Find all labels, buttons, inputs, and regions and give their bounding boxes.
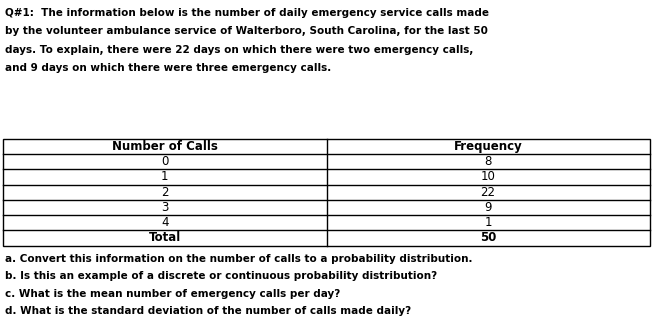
- Text: Q#1:  The information below is the number of daily emergency service calls made: Q#1: The information below is the number…: [5, 8, 489, 18]
- Text: 2: 2: [161, 186, 168, 199]
- Text: 0: 0: [161, 155, 168, 168]
- Text: 8: 8: [485, 155, 492, 168]
- Text: b. Is this an example of a discrete or continuous probability distribution?: b. Is this an example of a discrete or c…: [5, 271, 438, 281]
- Text: Frequency: Frequency: [454, 140, 522, 153]
- Text: c. What is the mean number of emergency calls per day?: c. What is the mean number of emergency …: [5, 289, 340, 299]
- Text: 3: 3: [161, 201, 168, 214]
- Text: d. What is the standard deviation of the number of calls made daily?: d. What is the standard deviation of the…: [5, 306, 411, 316]
- Text: 22: 22: [481, 186, 496, 199]
- Text: 4: 4: [161, 216, 168, 229]
- Text: 9: 9: [485, 201, 492, 214]
- Text: 50: 50: [480, 232, 496, 244]
- Text: and 9 days on which there were three emergency calls.: and 9 days on which there were three eme…: [5, 63, 332, 73]
- Text: Number of Calls: Number of Calls: [112, 140, 218, 153]
- Text: days. To explain, there were 22 days on which there were two emergency calls,: days. To explain, there were 22 days on …: [5, 45, 473, 55]
- Text: a. Convert this information on the number of calls to a probability distribution: a. Convert this information on the numbe…: [5, 254, 473, 263]
- Text: 10: 10: [481, 170, 496, 183]
- Text: 1: 1: [485, 216, 492, 229]
- Text: by the volunteer ambulance service of Walterboro, South Carolina, for the last 5: by the volunteer ambulance service of Wa…: [5, 26, 488, 36]
- Text: Total: Total: [149, 232, 181, 244]
- Text: 1: 1: [161, 170, 168, 183]
